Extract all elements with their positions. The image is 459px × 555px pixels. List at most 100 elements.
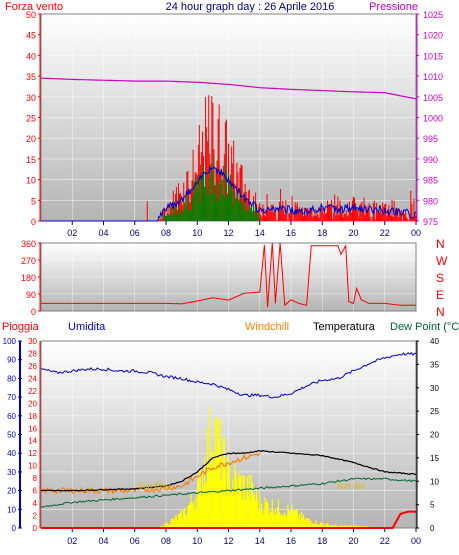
temperature-tick-label: 40	[430, 337, 439, 346]
direction-tick-label: 90	[26, 290, 36, 300]
pressure-tick-label: 995	[423, 134, 438, 144]
rain-tick-label: 2	[33, 512, 38, 521]
humidity-tick-label: 70	[7, 393, 16, 402]
pressure-tick-label: 1015	[423, 51, 443, 61]
temp-x-tick-label: 16	[286, 536, 296, 546]
wind-x-tick-label: 20	[348, 228, 358, 238]
compass-label-w: W	[436, 254, 448, 268]
humidity-line	[40, 351, 417, 399]
pressure-tick-label: 975	[423, 217, 438, 227]
rain-tick-label: 24	[28, 374, 37, 383]
rain-tick-label: 22	[28, 387, 37, 396]
humidity-tick-label: 10	[7, 505, 16, 514]
temperature-tick-label: 20	[430, 431, 439, 440]
rain-axis-title: Pioggia	[2, 321, 40, 333]
rain-tick-label: 26	[28, 362, 37, 371]
direction-tick-label: 360	[21, 239, 36, 249]
temperature-legend: Temperatura	[313, 321, 376, 333]
humidity-axis-title: Umidita	[68, 321, 106, 333]
direction-tick-label: 0	[31, 307, 36, 317]
wind-x-tick-label: 22	[380, 228, 390, 238]
dewpoint-legend: Dew Point (°C	[390, 321, 459, 333]
humidity-tick-label: 20	[7, 487, 16, 496]
chart-title: 24 hour graph day : 26 Aprile 2016	[166, 1, 335, 13]
humidity-tick-label: 60	[7, 412, 16, 421]
temp-x-tick-label: 04	[98, 536, 108, 546]
pressure-line	[41, 77, 417, 100]
rain-tick-label: 18	[28, 412, 37, 421]
pressure-tick-label: 990	[423, 155, 438, 165]
pressure-axis-title: Pressione	[369, 1, 418, 13]
wind-green-series	[163, 154, 260, 221]
wind-tick-label: 15	[26, 155, 36, 165]
wind-x-tick-label: 06	[130, 228, 140, 238]
pressure-tick-label: 1010	[423, 72, 443, 82]
temperature-tick-label: 10	[430, 477, 439, 486]
rain-line	[41, 510, 416, 529]
temperature-tick-label: 15	[430, 454, 439, 463]
humidity-tick-label: 50	[7, 431, 16, 440]
humidity-tick-label: 90	[7, 356, 16, 365]
wind-x-tick-label: 16	[286, 228, 296, 238]
wind-tick-label: 20	[26, 134, 36, 144]
wind-tick-label: 45	[26, 31, 36, 41]
wind-x-tick-label: 00	[411, 228, 421, 238]
rain-tick-label: 8	[33, 474, 38, 483]
rain-tick-label: 28	[28, 349, 37, 358]
rain-tick-label: 4	[33, 499, 38, 508]
wind-x-tick-label: 02	[67, 228, 77, 238]
temp-x-tick-label: 10	[192, 536, 202, 546]
temp-x-tick-label: 18	[317, 536, 327, 546]
wind-tick-label: 30	[26, 93, 36, 103]
direction-tick-label: 180	[21, 273, 36, 283]
wind-tick-label: 25	[26, 114, 36, 124]
rain-tick-label: 14	[28, 437, 37, 446]
temperature-tick-label: 25	[430, 407, 439, 416]
temperature-tick-label: 35	[430, 360, 439, 369]
wind-tick-label: 10	[26, 176, 36, 186]
compass-label-s: S	[436, 271, 444, 285]
pressure-tick-label: 1000	[423, 114, 443, 124]
humidity-tick-label: 0	[12, 524, 17, 533]
wind-tick-label: 0	[31, 217, 36, 227]
direction-tick-label: 270	[21, 256, 36, 266]
temperature-line	[40, 449, 417, 492]
temp-x-tick-label: 00	[411, 536, 421, 546]
wind-direction-line	[41, 242, 416, 308]
temp-x-tick-label: 22	[380, 536, 390, 546]
rain-tick-label: 30	[28, 337, 37, 346]
temp-x-tick-label: 14	[255, 536, 265, 546]
dewpoint-line	[40, 477, 416, 508]
temp-x-tick-label: 06	[130, 536, 140, 546]
compass-label-e: E	[436, 288, 444, 302]
wind-x-tick-label: 08	[161, 228, 171, 238]
pressure-tick-label: 1005	[423, 93, 443, 103]
windchill-legend: Windchill	[245, 321, 289, 333]
pressure-tick-label: 985	[423, 176, 438, 186]
temp-x-tick-label: 20	[348, 536, 358, 546]
temp-x-tick-label: 08	[161, 536, 171, 546]
temperature-tick-label: 30	[430, 384, 439, 393]
humidity-tick-label: 100	[3, 337, 17, 346]
pressure-tick-label: 980	[423, 196, 438, 206]
temp-x-tick-label: 12	[223, 536, 233, 546]
wind-tick-label: 5	[31, 196, 36, 206]
temperature-tick-label: 0	[430, 524, 435, 533]
compass-label-n: N	[436, 305, 445, 319]
humidity-tick-label: 30	[7, 468, 16, 477]
humidity-tick-label: 80	[7, 374, 16, 383]
wind-x-tick-label: 18	[317, 228, 327, 238]
rain-tick-label: 12	[28, 449, 37, 458]
wind-x-tick-label: 04	[98, 228, 108, 238]
rain-tick-label: 20	[28, 399, 37, 408]
rain-tick-label: 10	[28, 462, 37, 471]
solar-series	[159, 406, 380, 528]
wind-x-tick-label: 14	[255, 228, 265, 238]
rain-tick-label: 6	[33, 487, 38, 496]
wind-x-tick-label: 12	[223, 228, 233, 238]
temperature-tick-label: 5	[430, 501, 435, 510]
rain-tick-label: 16	[28, 424, 37, 433]
sunrise-annotation: Sun Rise	[138, 481, 171, 490]
